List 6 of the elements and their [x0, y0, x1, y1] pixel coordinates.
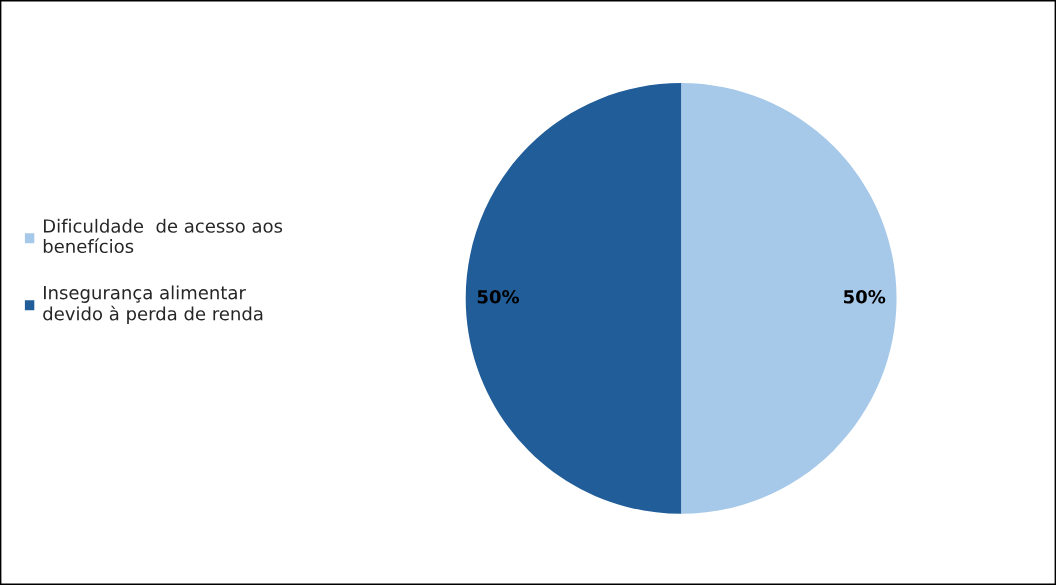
data-label: 50% — [477, 289, 520, 304]
pie-slice — [681, 82, 897, 514]
data-label: 50% — [844, 289, 886, 304]
pie-slice — [465, 82, 682, 514]
legend-label: Dificuldade de acesso aos benefícios — [43, 218, 283, 254]
legend-label: Insegurança alimentar devido à perda de renda — [43, 285, 263, 324]
